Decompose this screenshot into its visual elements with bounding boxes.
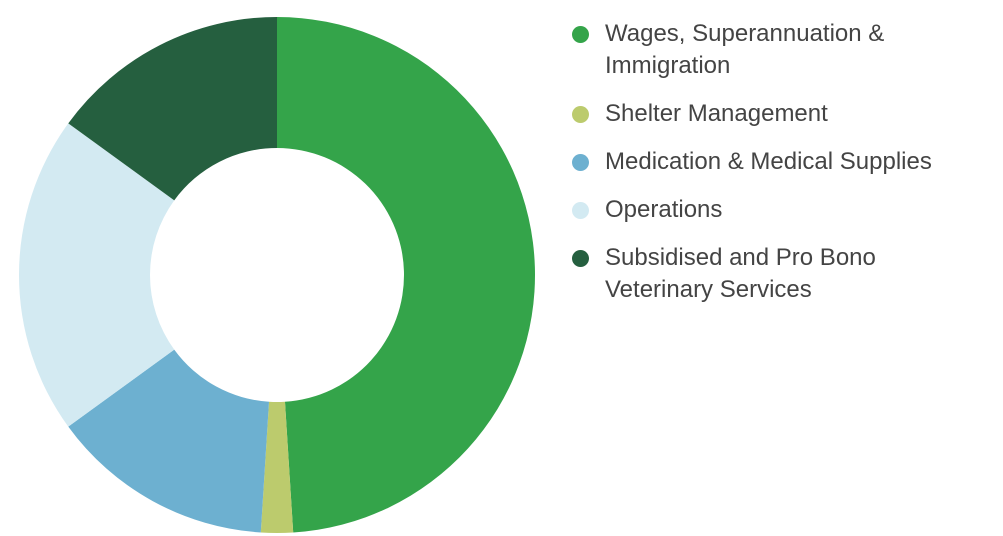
legend-label: Wages, Superannuation & Immigration [605, 20, 885, 79]
legend-marker [572, 250, 589, 267]
donut-slice [68, 349, 270, 533]
legend-item: Subsidised and Pro Bono Veterinary Servi… [570, 242, 985, 306]
legend-marker [572, 202, 589, 219]
legend-label: Subsidised and Pro Bono Veterinary Servi… [605, 244, 876, 303]
donut-slice [260, 401, 294, 533]
legend-label: Shelter Management [605, 100, 828, 127]
donut-slice [68, 17, 277, 201]
legend-label: Operations [605, 196, 723, 223]
legend-marker [572, 26, 589, 43]
legend-label: Medication & Medical Supplies [605, 148, 932, 175]
donut-slice [277, 17, 535, 533]
legend-item: Operations [570, 194, 985, 226]
legend-item: Wages, Superannuation & Immigration [570, 18, 985, 82]
legend-item: Medication & Medical Supplies [570, 146, 985, 178]
donut-chart [19, 17, 535, 533]
legend: Wages, Superannuation & Immigration Shelt… [570, 18, 990, 322]
legend-marker [572, 154, 589, 171]
legend-marker [572, 106, 589, 123]
donut-slice [19, 123, 175, 427]
legend-item: Shelter Management [570, 98, 985, 130]
